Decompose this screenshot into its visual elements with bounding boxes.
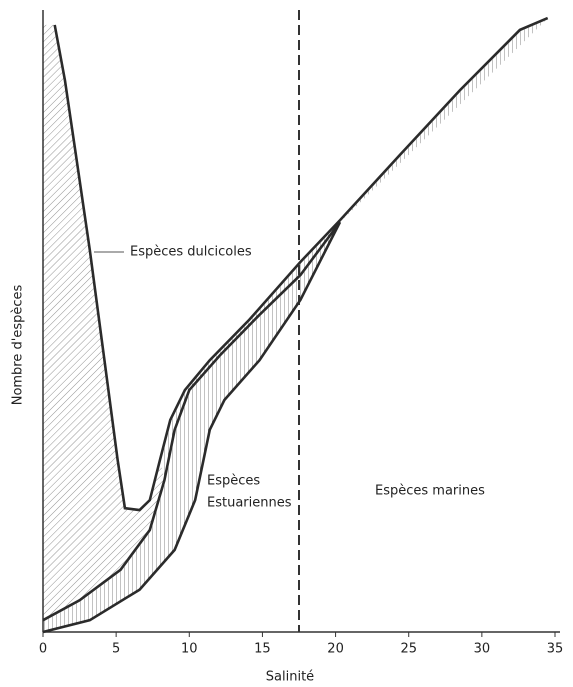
x-tick-label: 5: [112, 642, 120, 657]
x-tick-label: 20: [327, 642, 344, 657]
annotation: Espèces: [207, 474, 260, 489]
hatch-freshwater: [43, 24, 165, 621]
x-tick-label: 10: [181, 642, 198, 657]
annotation-bg: [204, 471, 205, 472]
annotation: Estuariennes: [207, 496, 292, 511]
x-axis-label: Salinité: [266, 670, 314, 685]
curve: [42, 221, 342, 622]
annotation: Espèces dulcicoles: [130, 245, 252, 260]
y-axis-label: Nombre d'espèces: [11, 285, 26, 406]
curve: [53, 16, 549, 512]
x-tick-label: 15: [254, 642, 271, 657]
annotation-bg: [204, 493, 205, 494]
annotation-bg: [372, 481, 373, 482]
hatch-areas: [43, 18, 548, 633]
annotation: Espèces marines: [375, 484, 485, 499]
curve: [42, 221, 342, 634]
x-tick-label: 30: [474, 642, 491, 657]
annotation-bg: [127, 242, 128, 243]
hatch-estuarine: [43, 18, 548, 633]
x-tick-label: 35: [547, 642, 564, 657]
x-tick-label: 0: [39, 642, 47, 657]
x-tick-label: 25: [400, 642, 417, 657]
